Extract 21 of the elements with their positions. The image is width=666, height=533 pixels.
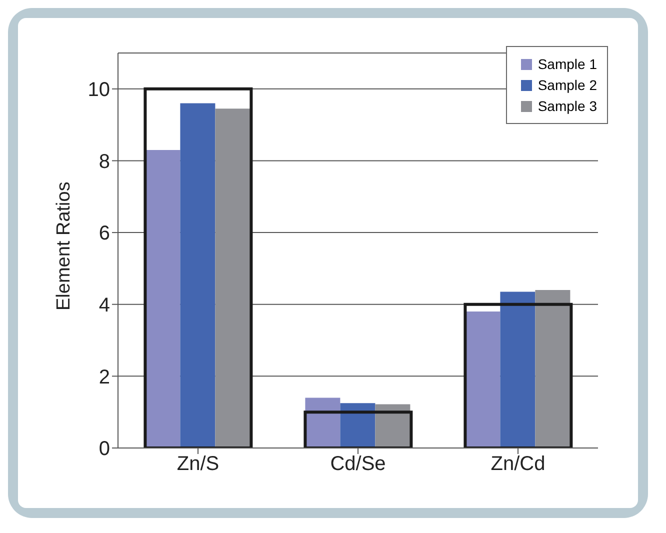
bar — [215, 108, 250, 448]
bar — [145, 150, 180, 448]
bar — [465, 312, 500, 448]
y-tick-label: 0 — [98, 438, 110, 460]
legend-label: Sample 1 — [538, 56, 597, 72]
x-tick-label: Zn/S — [176, 453, 220, 476]
bar — [535, 290, 570, 448]
y-tick-label: 6 — [98, 222, 110, 245]
y-tick-label: 10 — [88, 79, 110, 102]
bar — [340, 403, 376, 448]
y-tick-label: 8 — [98, 150, 110, 173]
bar — [500, 292, 536, 448]
x-tick-label: Zn/Cd — [490, 453, 546, 476]
x-tick-label: Cd/Se — [330, 453, 386, 476]
bar — [304, 410, 413, 448]
y-tick-label: 4 — [98, 294, 110, 316]
legend-label: Sample 3 — [538, 98, 597, 114]
y-tick-label: 2 — [98, 366, 110, 388]
bar — [180, 103, 216, 448]
legend-label: Sample 2 — [538, 77, 597, 93]
y-axis-title: Element Ratios — [54, 182, 75, 310]
